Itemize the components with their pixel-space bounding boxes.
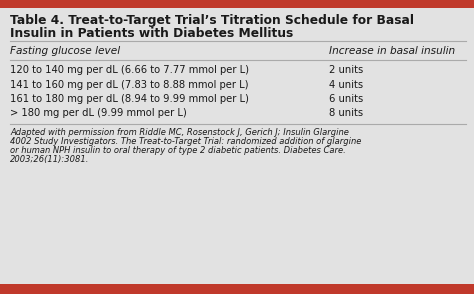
Text: 161 to 180 mg per dL (8.94 to 9.99 mmol per L): 161 to 180 mg per dL (8.94 to 9.99 mmol … <box>10 94 249 104</box>
Text: 2 units: 2 units <box>329 65 364 75</box>
Bar <box>0 284 474 294</box>
Text: Table 4. Treat-to-Target Trial’s Titration Schedule for Basal: Table 4. Treat-to-Target Trial’s Titrati… <box>10 14 414 27</box>
Text: 8 units: 8 units <box>329 108 364 118</box>
Text: Fasting glucose level: Fasting glucose level <box>10 46 120 56</box>
Bar <box>0 0 474 8</box>
Text: 4002 Study Investigators. The Treat-to-Target Trial: randomized addition of glar: 4002 Study Investigators. The Treat-to-T… <box>10 137 361 146</box>
Text: or human NPH insulin to oral therapy of type 2 diabetic patients. Diabetes Care.: or human NPH insulin to oral therapy of … <box>10 146 346 155</box>
Text: Adapted with permission from Riddle MC, Rosenstock J, Gerich J; Insulin Glargine: Adapted with permission from Riddle MC, … <box>10 128 349 137</box>
Text: 4 units: 4 units <box>329 79 364 89</box>
Text: Increase in basal insulin: Increase in basal insulin <box>329 46 456 56</box>
Text: 141 to 160 mg per dL (7.83 to 8.88 mmol per L): 141 to 160 mg per dL (7.83 to 8.88 mmol … <box>10 79 248 89</box>
Text: 120 to 140 mg per dL (6.66 to 7.77 mmol per L): 120 to 140 mg per dL (6.66 to 7.77 mmol … <box>10 65 249 75</box>
Text: 2003;26(11):3081.: 2003;26(11):3081. <box>10 155 90 164</box>
Text: Insulin in Patients with Diabetes Mellitus: Insulin in Patients with Diabetes Mellit… <box>10 27 293 40</box>
Text: 6 units: 6 units <box>329 94 364 104</box>
Text: > 180 mg per dL (9.99 mmol per L): > 180 mg per dL (9.99 mmol per L) <box>10 108 187 118</box>
